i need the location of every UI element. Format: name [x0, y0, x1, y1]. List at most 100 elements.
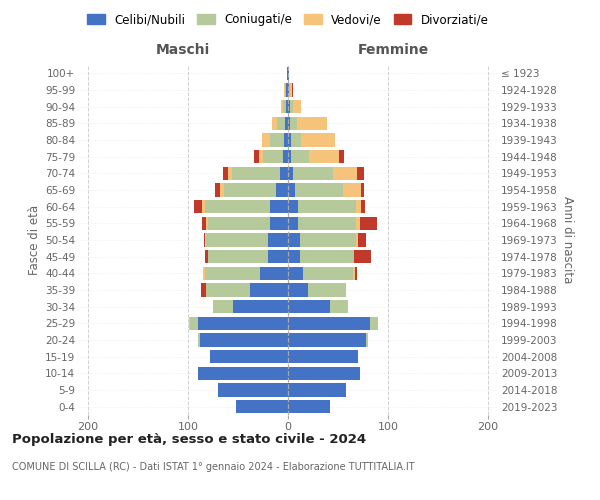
Bar [276, 184, 288, 196]
Bar [290, 100, 293, 114]
Bar [288, 284, 308, 296]
Bar [233, 300, 288, 314]
Bar [301, 134, 335, 146]
Bar [293, 100, 301, 114]
Bar [366, 334, 368, 346]
Bar [288, 384, 346, 396]
Bar [288, 66, 289, 80]
Bar [290, 84, 292, 96]
Bar [202, 216, 206, 230]
Bar [189, 316, 190, 330]
Bar [288, 316, 370, 330]
Bar [361, 184, 364, 196]
Bar [288, 134, 291, 146]
Bar [198, 316, 288, 330]
Bar [194, 200, 202, 213]
Bar [228, 166, 232, 180]
Bar [292, 84, 293, 96]
Bar [285, 116, 288, 130]
Bar [291, 150, 309, 164]
Text: COMUNE DI SCILLA (RC) - Dati ISTAT 1° gennaio 2024 - Elaborazione TUTTITALIA.IT: COMUNE DI SCILLA (RC) - Dati ISTAT 1° ge… [12, 462, 415, 472]
Bar [291, 134, 301, 146]
Bar [281, 100, 283, 114]
Bar [208, 250, 268, 264]
Bar [353, 266, 355, 280]
Bar [288, 366, 360, 380]
Bar [288, 216, 298, 230]
Bar [288, 234, 300, 246]
Bar [206, 216, 208, 230]
Bar [259, 150, 263, 164]
Bar [339, 150, 344, 164]
Bar [356, 200, 361, 213]
Bar [250, 284, 288, 296]
Bar [224, 184, 276, 196]
Bar [303, 266, 353, 280]
Bar [288, 300, 330, 314]
Text: Maschi: Maschi [156, 44, 210, 58]
Text: Femmine: Femmine [358, 44, 428, 58]
Bar [283, 150, 288, 164]
Bar [205, 200, 270, 213]
Bar [293, 166, 333, 180]
Bar [288, 200, 298, 213]
Bar [288, 100, 290, 114]
Bar [202, 200, 205, 213]
Bar [288, 116, 290, 130]
Bar [358, 234, 366, 246]
Bar [288, 266, 303, 280]
Bar [205, 266, 260, 280]
Bar [298, 200, 356, 213]
Bar [343, 184, 361, 196]
Bar [190, 316, 198, 330]
Bar [280, 166, 288, 180]
Bar [288, 166, 293, 180]
Bar [268, 234, 288, 246]
Bar [263, 150, 283, 164]
Bar [283, 100, 286, 114]
Bar [206, 234, 268, 246]
Bar [330, 300, 348, 314]
Bar [361, 200, 365, 213]
Bar [203, 266, 205, 280]
Bar [285, 84, 286, 96]
Bar [205, 250, 208, 264]
Bar [355, 266, 357, 280]
Legend: Celibi/Nubili, Coniugati/e, Vedovi/e, Divorziati/e: Celibi/Nubili, Coniugati/e, Vedovi/e, Di… [83, 8, 493, 31]
Bar [356, 216, 360, 230]
Bar [289, 84, 290, 96]
Bar [308, 284, 346, 296]
Bar [288, 184, 295, 196]
Bar [284, 84, 285, 96]
Bar [288, 334, 366, 346]
Bar [354, 250, 371, 264]
Bar [286, 84, 288, 96]
Bar [254, 150, 259, 164]
Text: Popolazione per età, sesso e stato civile - 2024: Popolazione per età, sesso e stato civil… [12, 432, 366, 446]
Bar [300, 250, 354, 264]
Bar [284, 134, 288, 146]
Bar [223, 166, 228, 180]
Bar [298, 216, 356, 230]
Bar [205, 234, 206, 246]
Bar [201, 284, 206, 296]
Bar [270, 200, 288, 213]
Bar [356, 234, 358, 246]
Bar [288, 250, 300, 264]
Bar [200, 334, 288, 346]
Bar [287, 66, 288, 80]
Bar [288, 84, 289, 96]
Bar [213, 300, 233, 314]
Bar [206, 284, 250, 296]
Bar [268, 250, 288, 264]
Bar [232, 166, 280, 180]
Y-axis label: Anni di nascita: Anni di nascita [561, 196, 574, 284]
Bar [198, 366, 288, 380]
Bar [357, 166, 364, 180]
Bar [260, 266, 288, 280]
Bar [215, 184, 220, 196]
Bar [297, 116, 327, 130]
Bar [309, 150, 339, 164]
Bar [333, 166, 357, 180]
Bar [210, 350, 288, 364]
